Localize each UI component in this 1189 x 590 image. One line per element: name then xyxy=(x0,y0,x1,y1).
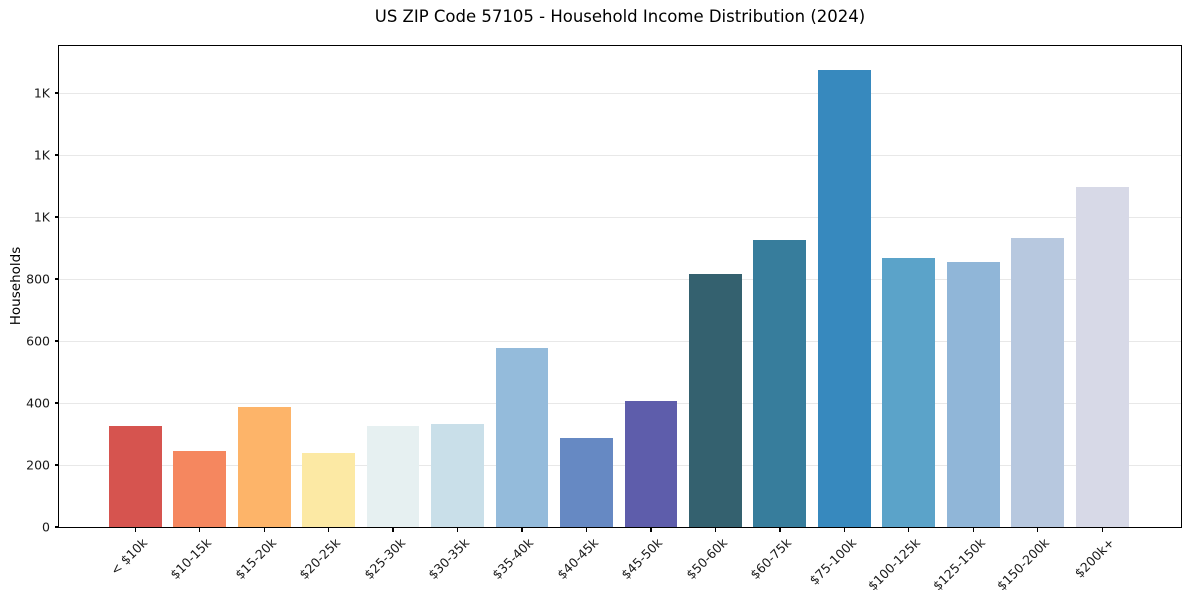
y-tick-mark xyxy=(54,526,59,528)
gridline xyxy=(59,340,1181,342)
x-tick-label: $20-25k xyxy=(296,535,344,583)
x-tick-mark xyxy=(972,527,974,532)
x-tick-mark xyxy=(327,527,330,532)
bar xyxy=(688,273,742,527)
gridline xyxy=(59,216,1181,218)
x-tick-mark xyxy=(263,527,265,532)
gridline xyxy=(59,154,1181,156)
x-tick-mark xyxy=(392,527,394,532)
y-tick-mark xyxy=(54,92,59,94)
x-tick-label: $200k+ xyxy=(1071,535,1117,581)
gridline xyxy=(59,92,1181,94)
x-tick-mark xyxy=(585,527,588,532)
bar xyxy=(1011,238,1065,527)
y-tick-mark xyxy=(54,154,59,156)
bar xyxy=(173,450,227,527)
y-tick-mark xyxy=(54,464,59,466)
x-tick-mark xyxy=(134,527,136,532)
bar xyxy=(366,425,420,527)
x-tick-mark xyxy=(650,527,652,532)
x-tick-label: $150-200k xyxy=(994,535,1053,590)
y-tick-label: 1K xyxy=(33,209,50,225)
x-tick-label: $45-50k xyxy=(618,535,666,583)
bar xyxy=(753,240,807,527)
y-tick-mark xyxy=(54,216,59,218)
x-tick-mark xyxy=(1101,527,1103,532)
bar xyxy=(495,348,549,527)
bar xyxy=(431,424,484,527)
bar xyxy=(108,425,162,527)
y-tick-label: 1K xyxy=(33,147,50,163)
x-tick-mark xyxy=(1037,527,1039,532)
x-tick-mark xyxy=(521,527,523,532)
x-tick-label: < $10k xyxy=(107,535,150,578)
x-tick-label: $60-75k xyxy=(747,535,795,583)
y-tick-mark xyxy=(54,402,59,404)
bar xyxy=(817,69,871,527)
x-tick-label: $125-150k xyxy=(929,535,988,590)
bar xyxy=(1075,187,1129,527)
x-tick-label: $10-15k xyxy=(167,535,215,583)
x-tick-label: $30-35k xyxy=(425,535,473,583)
bar xyxy=(560,438,613,527)
x-tick-mark xyxy=(843,527,845,532)
x-tick-mark xyxy=(199,527,201,532)
y-tick-label: 200 xyxy=(26,457,50,473)
x-tick-label: $40-45k xyxy=(554,535,602,583)
bar xyxy=(882,258,936,527)
plot-area: 0 200 400 600 800 1K 1K 1K < $10k $10-15k $15-20k $… xyxy=(26,45,1182,590)
x-tick-label: $50-60k xyxy=(682,535,730,583)
x-tick-label: $15-20k xyxy=(231,535,279,583)
y-axis-label: Households xyxy=(8,246,24,326)
gridline xyxy=(59,278,1181,280)
x-tick-label: $35-40k xyxy=(489,535,537,583)
chart-title: US ZIP Code 57105 - Household Income Dis… xyxy=(374,7,866,26)
x-tick-mark xyxy=(714,527,717,532)
x-tick-mark xyxy=(456,527,459,532)
y-tick-label: 1K xyxy=(33,85,50,101)
y-tick-mark xyxy=(54,340,59,342)
x-tick-label: $25-30k xyxy=(360,535,408,583)
gridline xyxy=(59,464,1181,466)
bar xyxy=(302,452,356,527)
bar xyxy=(624,401,678,527)
y-tick-mark xyxy=(54,278,59,280)
x-tick-label: $100-125k xyxy=(865,535,924,590)
gridline xyxy=(59,402,1181,404)
bar xyxy=(237,406,291,527)
y-tick-label: 0 xyxy=(42,519,50,535)
y-tick-label: 800 xyxy=(26,271,50,287)
bar xyxy=(946,262,1000,527)
x-tick-label: $75-100k xyxy=(806,535,859,588)
x-tick-mark xyxy=(908,527,910,532)
x-tick-mark xyxy=(779,527,781,532)
y-tick-label: 600 xyxy=(26,333,50,349)
y-tick-label: 400 xyxy=(26,395,50,411)
